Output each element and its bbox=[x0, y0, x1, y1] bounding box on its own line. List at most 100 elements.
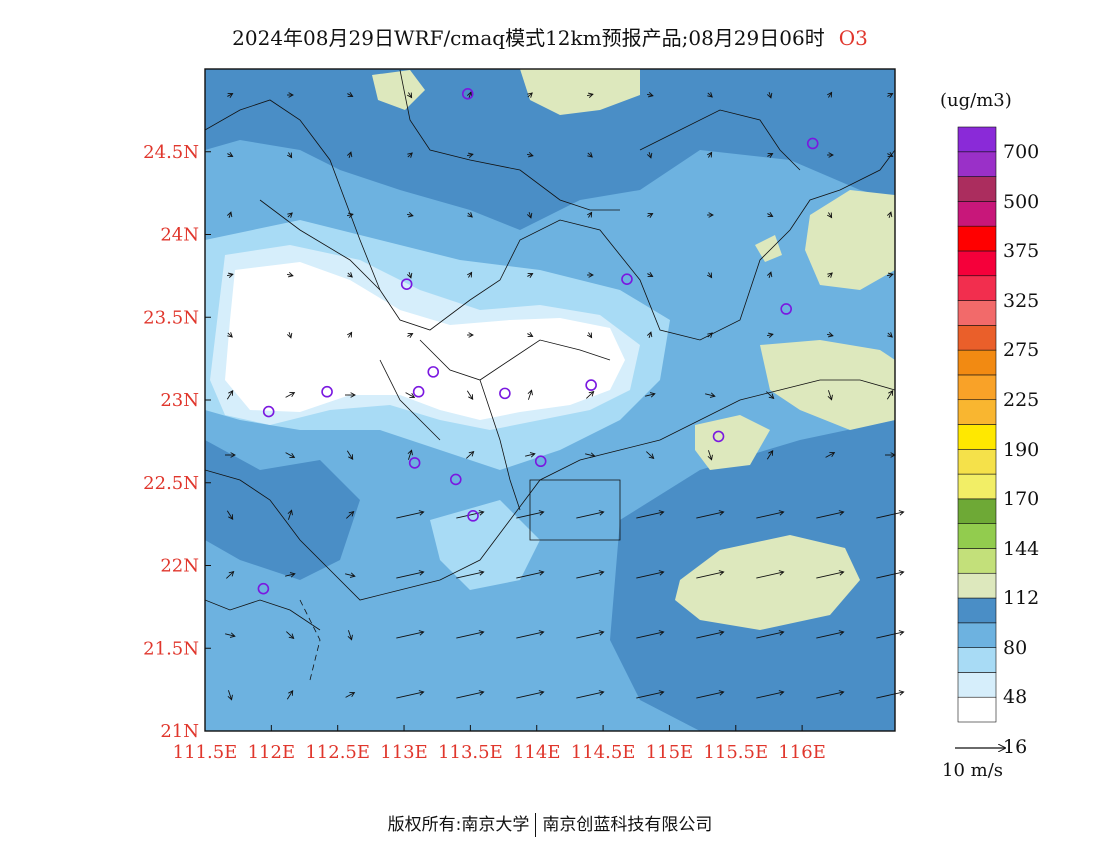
lat-tick-label: 23.5N bbox=[143, 307, 199, 328]
wind-arrow bbox=[696, 510, 725, 519]
wind-arrow bbox=[646, 451, 655, 460]
colorbar-segment bbox=[957, 201, 997, 227]
lat-tick-label: 21.5N bbox=[143, 638, 199, 659]
wind-arrow bbox=[345, 572, 356, 578]
wind-arrow bbox=[767, 153, 774, 159]
wind-arrow bbox=[226, 570, 235, 579]
lon-tick-label: 113E bbox=[380, 742, 428, 763]
lon-tick-label: 114E bbox=[513, 742, 561, 763]
wind-arrow bbox=[396, 630, 425, 639]
wind-arrow bbox=[226, 211, 233, 218]
colorbar-unit: (ug/m3) bbox=[940, 90, 1012, 111]
wind-arrow bbox=[527, 92, 533, 98]
colorbar-label: 375 bbox=[1003, 240, 1040, 263]
wind-arrow bbox=[347, 272, 353, 278]
station-marker bbox=[467, 510, 479, 522]
wind-arrow bbox=[696, 630, 725, 639]
copyright-divider bbox=[535, 813, 537, 837]
wind-arrow bbox=[756, 570, 785, 579]
wind-arrow bbox=[526, 152, 534, 158]
wind-arrow bbox=[345, 392, 356, 398]
colorbar-segment bbox=[957, 523, 997, 549]
station-marker bbox=[780, 303, 792, 315]
wind-arrow bbox=[707, 92, 713, 98]
wind-arrow bbox=[407, 333, 414, 339]
wind-arrow bbox=[286, 631, 295, 640]
wind-arrow bbox=[707, 450, 713, 461]
wind-arrow bbox=[225, 632, 236, 638]
wind-arrow bbox=[226, 510, 234, 520]
wind-arrow bbox=[345, 692, 356, 698]
wind-arrow bbox=[876, 630, 905, 639]
wind-arrow bbox=[227, 93, 234, 99]
colorbar-segment bbox=[957, 597, 997, 624]
wind-arrow bbox=[576, 510, 605, 519]
wind-arrow bbox=[767, 211, 774, 217]
colorbar-segment bbox=[957, 151, 997, 177]
wind-arrow bbox=[287, 152, 293, 159]
colorbar-label: 225 bbox=[1003, 388, 1040, 411]
colorbar-label: 112 bbox=[1003, 587, 1040, 610]
wind-arrow bbox=[227, 690, 233, 701]
station-marker bbox=[408, 457, 421, 469]
wind-arrow bbox=[587, 332, 593, 339]
colorbar-segment bbox=[957, 548, 997, 574]
station-marker bbox=[712, 430, 725, 443]
wind-arrow bbox=[756, 630, 785, 639]
colorbar-label: 190 bbox=[1003, 438, 1040, 461]
colorbar-segment bbox=[957, 250, 997, 277]
wind-arrow bbox=[827, 272, 833, 278]
colorbar-segment bbox=[957, 225, 997, 252]
wind-arrow bbox=[756, 510, 785, 519]
wind-arrow bbox=[636, 690, 665, 699]
wind-arrow bbox=[286, 690, 294, 700]
lon-tick-label: 112E bbox=[248, 742, 296, 763]
wind-arrow bbox=[586, 92, 594, 98]
colorbar-segment bbox=[957, 448, 997, 475]
station-marker bbox=[262, 405, 275, 418]
wind-arrow bbox=[816, 510, 845, 519]
wind-arrow bbox=[576, 690, 605, 699]
copyright-owner: 版权所有:南京大学 bbox=[387, 815, 530, 835]
wind-arrow bbox=[816, 630, 845, 639]
lat-tick-label: 22.5N bbox=[143, 473, 199, 494]
latitude-axis: 21N 21.5N 22N 22.5N 23N 23.5N 24N 24.5N bbox=[143, 142, 211, 742]
wind-arrow bbox=[466, 390, 474, 400]
map-title: 2024年08月29日WRF/cmaq模式12km预报产品;08月29日06时 O… bbox=[0, 22, 1100, 51]
lat-tick-label: 21N bbox=[160, 721, 199, 742]
station-marker bbox=[806, 137, 819, 150]
wind-arrow bbox=[576, 570, 605, 579]
colorbar-segment bbox=[957, 325, 997, 351]
wind-arrow bbox=[766, 450, 774, 460]
wind-arrow bbox=[825, 452, 836, 458]
wind-arrow bbox=[527, 389, 533, 400]
reference-arrow-label: 10 m/s bbox=[942, 760, 1003, 781]
wind-arrow bbox=[766, 271, 773, 278]
wind-arrow bbox=[587, 272, 594, 278]
wind-arrow bbox=[226, 390, 234, 400]
wind-arrow bbox=[826, 332, 834, 338]
wind-arrow bbox=[466, 91, 473, 98]
wind-arrow bbox=[876, 690, 905, 699]
wind-arrow bbox=[466, 450, 475, 459]
wind-arrow bbox=[887, 151, 894, 157]
wind-arrow bbox=[286, 332, 293, 339]
wind-arrow bbox=[587, 211, 593, 218]
station-marker bbox=[412, 385, 425, 398]
copyright: 版权所有:南京大学 南京创蓝科技有限公司 bbox=[0, 810, 1100, 837]
wind-arrow bbox=[766, 391, 775, 400]
wind-arrow bbox=[636, 630, 665, 639]
wind-arrow bbox=[876, 510, 905, 519]
colorbar-segment bbox=[957, 349, 997, 376]
lon-tick-label: 111.5E bbox=[173, 742, 238, 763]
wind-arrow bbox=[886, 272, 894, 278]
colorbar-label: 275 bbox=[1003, 339, 1040, 362]
boundary-lines bbox=[205, 69, 895, 681]
station-marker bbox=[585, 379, 597, 391]
lat-tick-label: 23N bbox=[160, 390, 199, 411]
lat-tick-label: 24N bbox=[160, 225, 199, 246]
station-marker bbox=[400, 278, 413, 290]
wind-arrow bbox=[527, 273, 534, 279]
wind-arrow bbox=[827, 390, 833, 401]
wind-arrow bbox=[707, 272, 713, 279]
